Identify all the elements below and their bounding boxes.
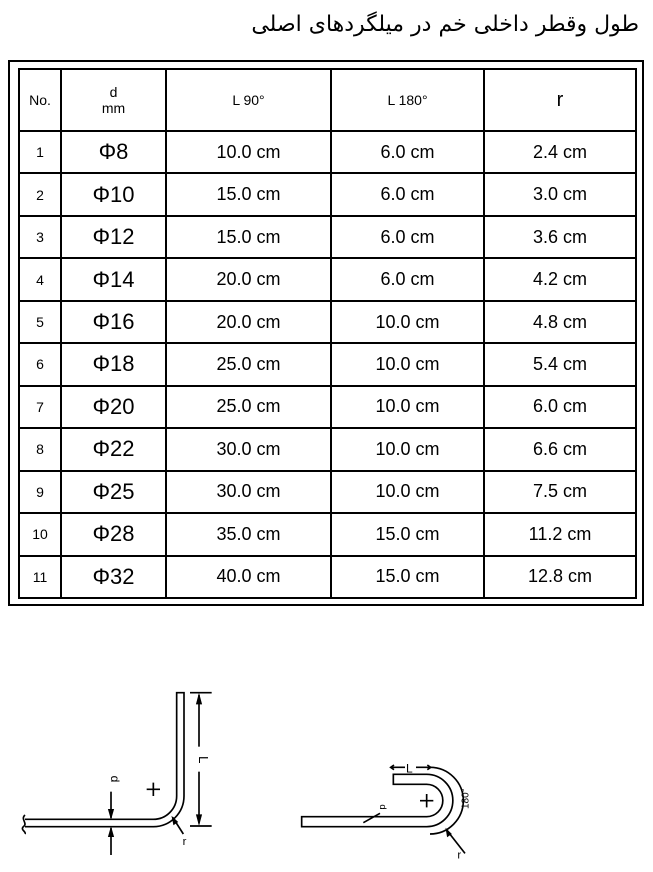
cell-l90: 20.0 cm bbox=[165, 299, 332, 345]
center-plus-icon bbox=[420, 794, 434, 808]
cell-r: 6.0 cm bbox=[483, 384, 637, 430]
table-row: 10 Φ28 35.0 cm 15.0 cm 11.2 cm bbox=[18, 512, 637, 557]
cell-no: 9 bbox=[18, 469, 62, 515]
page-title: طول وقطر داخلی خم در میلگردهای اصلی bbox=[251, 12, 639, 37]
label-L-90: L bbox=[196, 756, 211, 763]
cell-l180: 10.0 cm bbox=[330, 342, 485, 387]
table-row: 2 Φ10 15.0 cm 6.0 cm 3.0 cm bbox=[18, 172, 637, 217]
cell-no: 5 bbox=[18, 299, 62, 345]
cell-l180: 6.0 cm bbox=[330, 172, 485, 217]
cell-no: 7 bbox=[18, 384, 62, 430]
label-L-180: L bbox=[406, 762, 413, 776]
arrow-icon bbox=[195, 692, 203, 826]
angle-arc bbox=[429, 766, 465, 835]
cell-r: 11.2 cm bbox=[483, 512, 637, 557]
table-row: 6 Φ18 25.0 cm 10.0 cm 5.4 cm bbox=[18, 342, 637, 387]
cell-l90: 25.0 cm bbox=[165, 342, 332, 387]
cell-l180: 10.0 cm bbox=[330, 427, 485, 472]
center-plus-icon bbox=[146, 782, 160, 796]
bar-180 bbox=[300, 773, 454, 828]
table-row: 4 Φ14 20.0 cm 6.0 cm 4.2 cm bbox=[18, 257, 637, 302]
label-angle-180: 180° bbox=[460, 788, 471, 809]
header-d: d mm bbox=[60, 68, 167, 132]
cell-d: Φ18 bbox=[60, 342, 167, 387]
cell-l180: 6.0 cm bbox=[330, 257, 485, 302]
break-mark bbox=[21, 814, 27, 835]
cell-l90: 15.0 cm bbox=[165, 172, 332, 217]
cell-r: 3.6 cm bbox=[483, 214, 637, 260]
cell-d: Φ16 bbox=[60, 299, 167, 345]
cell-l90: 15.0 cm bbox=[165, 214, 332, 260]
cell-r: 12.8 cm bbox=[483, 554, 637, 600]
cell-no: 1 bbox=[18, 129, 62, 175]
cell-r: 4.8 cm bbox=[483, 299, 637, 345]
cell-no: 11 bbox=[18, 554, 62, 600]
cell-no: 6 bbox=[18, 342, 62, 387]
cell-l90: 30.0 cm bbox=[165, 469, 332, 515]
cell-l180: 15.0 cm bbox=[330, 554, 485, 600]
table-header-row: No. d mm L 90° L 180° r bbox=[18, 68, 637, 132]
cell-l180: 6.0 cm bbox=[330, 129, 485, 175]
cell-no: 10 bbox=[18, 512, 62, 557]
cell-l180: 10.0 cm bbox=[330, 469, 485, 515]
cell-d: Φ14 bbox=[60, 257, 167, 302]
cell-no: 2 bbox=[18, 172, 62, 217]
arrow-icon bbox=[107, 809, 115, 837]
cell-l180: 15.0 cm bbox=[330, 512, 485, 557]
cell-l180: 10.0 cm bbox=[330, 384, 485, 430]
cell-l90: 10.0 cm bbox=[165, 129, 332, 175]
header-l90: L 90° bbox=[165, 68, 332, 132]
cell-r: 3.0 cm bbox=[483, 172, 637, 217]
label-r-180: r bbox=[457, 849, 461, 861]
bend-table: No. d mm L 90° L 180° r 1 Φ8 10.0 cm 6.0 cm 2… bbox=[18, 68, 637, 600]
cell-r: 4.2 cm bbox=[483, 257, 637, 302]
bend-table-frame: No. d mm L 90° L 180° r 1 Φ8 10.0 cm 6.0 cm 2… bbox=[8, 60, 644, 606]
cell-l180: 6.0 cm bbox=[330, 214, 485, 260]
cell-d: Φ28 bbox=[60, 512, 167, 557]
cell-r: 5.4 cm bbox=[483, 342, 637, 387]
cell-r: 7.5 cm bbox=[483, 469, 637, 515]
cell-no: 3 bbox=[18, 214, 62, 260]
cell-d: Φ10 bbox=[60, 172, 167, 217]
cell-d: Φ20 bbox=[60, 384, 167, 430]
header-d-unit: mm bbox=[101, 100, 126, 116]
label-r-90: r bbox=[183, 836, 187, 848]
cell-r: 6.6 cm bbox=[483, 427, 637, 472]
cell-l180: 10.0 cm bbox=[330, 299, 485, 345]
cell-no: 8 bbox=[18, 427, 62, 472]
cell-l90: 35.0 cm bbox=[165, 512, 332, 557]
header-d-label: d bbox=[109, 84, 118, 100]
table-row: 5 Φ16 20.0 cm 10.0 cm 4.8 cm bbox=[18, 299, 637, 345]
cell-d: Φ8 bbox=[60, 129, 167, 175]
header-l180: L 180° bbox=[330, 68, 485, 132]
cell-l90: 40.0 cm bbox=[165, 554, 332, 600]
hook-180-diagram: L 180° d r bbox=[300, 762, 471, 861]
header-r: r bbox=[483, 68, 637, 132]
bar-90 bbox=[25, 691, 185, 828]
table-row: 7 Φ20 25.0 cm 10.0 cm 6.0 cm bbox=[18, 384, 637, 430]
table-row: 9 Φ25 30.0 cm 10.0 cm 7.5 cm bbox=[18, 469, 637, 515]
cell-d: Φ22 bbox=[60, 427, 167, 472]
header-no: No. bbox=[18, 68, 62, 132]
cell-l90: 25.0 cm bbox=[165, 384, 332, 430]
hook-90-diagram: L d r bbox=[21, 691, 212, 855]
cell-d: Φ25 bbox=[60, 469, 167, 515]
table-row: 11 Φ32 40.0 cm 15.0 cm 12.8 cm bbox=[18, 554, 637, 600]
label-d-180: d bbox=[378, 804, 388, 809]
table-row: 1 Φ8 10.0 cm 6.0 cm 2.4 cm bbox=[18, 129, 637, 175]
label-d-90: d bbox=[108, 776, 122, 783]
cell-l90: 20.0 cm bbox=[165, 257, 332, 302]
cell-d: Φ12 bbox=[60, 214, 167, 260]
cell-l90: 30.0 cm bbox=[165, 427, 332, 472]
table-row: 8 Φ22 30.0 cm 10.0 cm 6.6 cm bbox=[18, 427, 637, 472]
table-row: 3 Φ12 15.0 cm 6.0 cm 3.6 cm bbox=[18, 214, 637, 260]
cell-r: 2.4 cm bbox=[483, 129, 637, 175]
bend-diagrams: L d r L 180° d r bbox=[21, 691, 471, 861]
cell-no: 4 bbox=[18, 257, 62, 302]
cell-d: Φ32 bbox=[60, 554, 167, 600]
